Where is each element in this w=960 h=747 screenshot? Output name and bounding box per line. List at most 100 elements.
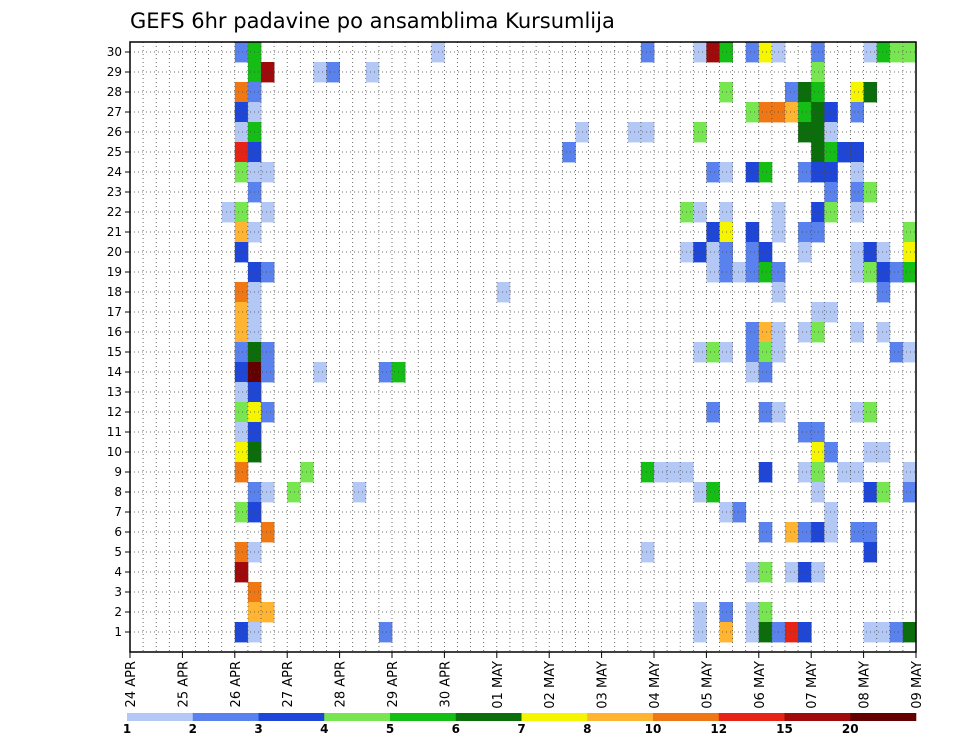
- heatmap-cell: [758, 102, 773, 123]
- colorbar-swatch: [127, 713, 194, 721]
- colorbar-swatch: [718, 713, 785, 721]
- heatmap-cell: [745, 42, 760, 63]
- y-tick-label: 15: [107, 345, 122, 359]
- heatmap-cell: [837, 462, 851, 483]
- heatmap-cell: [234, 242, 249, 263]
- heatmap-cell: [798, 462, 812, 483]
- heatmap-cell: [798, 562, 812, 583]
- heatmap-cell: [234, 302, 249, 323]
- heatmap-cell: [850, 102, 864, 123]
- heatmap-cell: [811, 562, 825, 583]
- heatmap-cell: [824, 102, 838, 123]
- heatmap-cell: [850, 202, 864, 223]
- heatmap-cell: [902, 622, 916, 643]
- heatmap-cell: [706, 402, 720, 423]
- heatmap-cell: [745, 242, 760, 263]
- heatmap-cell: [732, 262, 747, 283]
- heatmap-cell: [261, 162, 275, 183]
- heatmap-cell: [234, 622, 249, 643]
- heatmap-cell: [745, 162, 760, 183]
- heatmap-cell: [837, 142, 851, 163]
- heatmap-cell: [811, 222, 825, 243]
- x-tick-label: 06 MAY: [753, 661, 768, 709]
- colorbar-label: 20: [842, 722, 859, 736]
- heatmap-cell: [313, 62, 327, 83]
- heatmap-cell: [798, 422, 812, 443]
- heatmap-cell: [261, 522, 275, 543]
- heatmap-cell: [785, 102, 799, 123]
- y-tick-label: 5: [114, 545, 122, 559]
- chart-title: GEFS 6hr padavine po ansamblima Kursumli…: [130, 9, 615, 33]
- heatmap-cell: [706, 242, 720, 263]
- x-tick-label: 05 MAY: [700, 661, 715, 709]
- colorbar-swatch: [390, 713, 457, 721]
- x-tick-label: 30 APR: [438, 661, 453, 707]
- heatmap-cell: [758, 602, 773, 623]
- heatmap-cell: [758, 342, 773, 363]
- y-tick-label: 8: [114, 485, 122, 499]
- y-tick-label: 2: [114, 605, 122, 619]
- heatmap-cell: [234, 462, 249, 483]
- y-tick-label: 4: [114, 565, 122, 579]
- heatmap-cell: [234, 122, 249, 143]
- heatmap-cell: [352, 482, 367, 503]
- y-tick-label: 13: [107, 385, 122, 399]
- colorbar-swatch: [324, 713, 391, 721]
- x-tick-label: 04 MAY: [648, 661, 663, 709]
- y-tick-label: 17: [107, 305, 122, 319]
- x-tick-label: 01 MAY: [491, 661, 506, 709]
- heatmap-cell: [745, 362, 760, 383]
- y-tick-label: 19: [107, 265, 122, 279]
- y-tick-label: 22: [107, 205, 122, 219]
- y-tick-label: 9: [114, 465, 122, 479]
- heatmap-cell: [234, 322, 249, 343]
- heatmap-cell: [745, 102, 760, 123]
- heatmap-cell: [876, 262, 891, 283]
- heatmap-cell: [798, 82, 812, 103]
- heatmap-cell: [706, 222, 720, 243]
- heatmap-cell: [850, 522, 864, 543]
- colorbar-label: 8: [583, 722, 591, 736]
- heatmap-cell: [850, 402, 864, 423]
- heatmap-cell: [758, 522, 773, 543]
- heatmap-cell: [876, 482, 891, 503]
- heatmap-cell: [234, 82, 249, 103]
- heatmap-cell: [378, 622, 393, 643]
- heatmap-cell: [876, 442, 891, 463]
- colorbar-swatch: [587, 713, 654, 721]
- heatmap-cell: [326, 62, 340, 83]
- heatmap-cell: [234, 162, 249, 183]
- heatmap-cell: [706, 342, 720, 363]
- heatmap-cell: [876, 322, 891, 343]
- heatmap-cell: [234, 502, 249, 523]
- heatmap-cell: [758, 262, 773, 283]
- heatmap-cell: [654, 462, 668, 483]
- heatmap-cell: [693, 242, 707, 263]
- colorbar-label: 3: [254, 722, 262, 736]
- heatmap-cell: [824, 522, 838, 543]
- colorbar-swatch: [521, 713, 588, 721]
- x-tick-label: 25 APR: [176, 661, 191, 707]
- heatmap-cell: [365, 62, 380, 83]
- heatmap-cell: [693, 602, 707, 623]
- y-axis: 1234567891011121314151617181920212223242…: [107, 45, 130, 639]
- x-tick-label: 27 APR: [281, 661, 296, 707]
- heatmap-cell: [889, 622, 904, 643]
- heatmap-cell: [758, 242, 773, 263]
- heatmap-cell: [234, 562, 249, 583]
- colorbar-label: 7: [517, 722, 525, 736]
- heatmap-cell: [850, 262, 864, 283]
- plot-frame: [129, 41, 917, 653]
- heatmap-cell: [261, 402, 275, 423]
- heatmap-cell: [850, 242, 864, 263]
- colorbar-label: 1: [123, 722, 131, 736]
- heatmap-cell: [785, 622, 799, 643]
- heatmap-cell: [824, 122, 838, 143]
- colorbar-swatch: [850, 713, 917, 721]
- heatmap-cell: [693, 622, 707, 643]
- heatmap-cell: [745, 262, 760, 283]
- x-tick-label: 24 APR: [124, 661, 139, 707]
- colorbar-label: 5: [386, 722, 394, 736]
